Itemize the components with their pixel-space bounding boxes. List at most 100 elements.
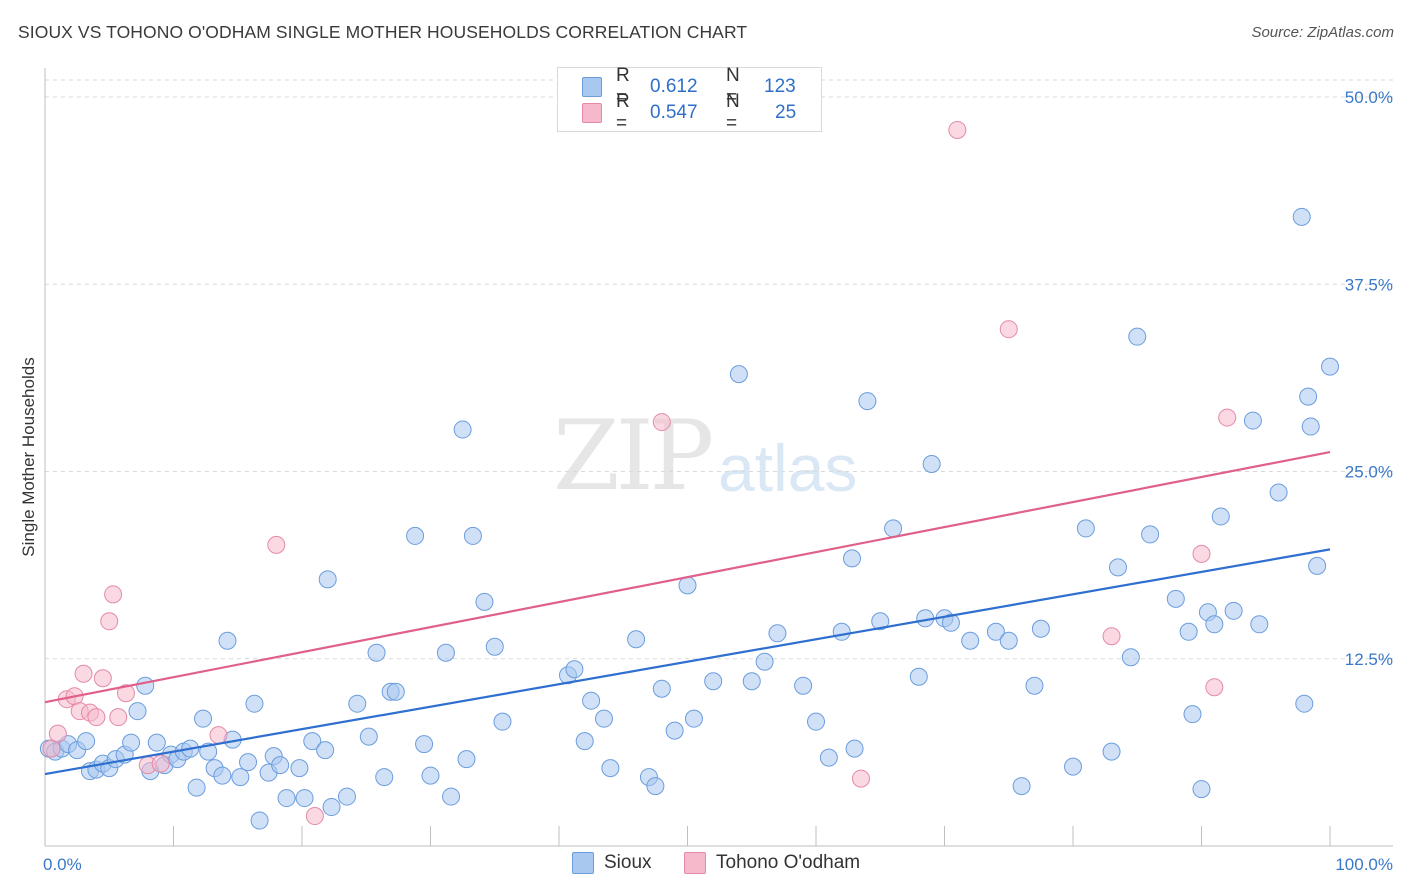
point-sioux	[359, 727, 378, 746]
point-sioux	[1025, 676, 1044, 695]
point-sioux	[755, 652, 774, 671]
point-tohono	[42, 739, 61, 758]
series-label-tohono: Tohono O'odham	[716, 852, 861, 873]
point-sioux	[565, 660, 584, 679]
point-sioux	[250, 811, 269, 830]
correlation-legend: R = 0.612 N = 123 R = 0.547 N = 25	[557, 65, 822, 134]
point-sioux	[194, 709, 213, 728]
point-sioux	[999, 631, 1018, 650]
point-sioux	[415, 735, 434, 754]
point-sioux	[1301, 417, 1320, 436]
point-sioux	[819, 748, 838, 767]
point-tohono	[48, 724, 67, 743]
legend-r-label: R =	[616, 65, 630, 108]
point-sioux	[1108, 558, 1127, 577]
point-tohono	[116, 684, 135, 703]
point-sioux	[1183, 705, 1202, 724]
point-sioux	[1121, 648, 1140, 667]
point-sioux	[463, 526, 482, 545]
legend-swatch-sioux	[582, 77, 602, 97]
point-tohono	[999, 320, 1018, 339]
point-sioux	[729, 365, 748, 384]
point-sioux	[1295, 694, 1314, 713]
point-sioux	[436, 643, 455, 662]
point-sioux	[316, 741, 335, 760]
legend-swatch-tohono	[582, 103, 602, 123]
point-tohono	[948, 120, 967, 139]
point-tohono	[100, 612, 119, 631]
point-sioux	[1211, 507, 1230, 526]
point-sioux	[845, 739, 864, 758]
point-sioux	[1031, 619, 1050, 638]
point-sioux	[807, 712, 825, 731]
point-tohono	[652, 413, 671, 432]
point-sioux	[147, 733, 166, 752]
point-sioux	[742, 672, 761, 691]
point-sioux	[652, 679, 671, 698]
point-sioux	[485, 637, 504, 656]
point-sioux	[1205, 615, 1224, 634]
point-sioux	[493, 712, 512, 731]
point-sioux	[1243, 411, 1262, 430]
point-sioux	[1064, 757, 1082, 776]
point-sioux	[245, 694, 264, 713]
y-tick-label: 12.5%	[1345, 650, 1393, 669]
point-sioux	[832, 622, 851, 641]
point-sioux	[627, 630, 646, 649]
point-sioux	[136, 676, 155, 695]
point-sioux	[678, 576, 697, 595]
point-sioux	[601, 759, 620, 778]
legend-r-value: 0.547	[650, 102, 698, 123]
trendline-tohono	[44, 450, 1331, 704]
point-sioux	[909, 667, 928, 686]
point-sioux	[1012, 777, 1031, 796]
point-tohono	[267, 535, 286, 554]
point-sioux	[1308, 556, 1327, 575]
series-swatch-sioux	[572, 852, 594, 874]
x-tick-label: 100.0%	[1335, 855, 1393, 874]
point-sioux	[128, 702, 147, 721]
point-sioux	[794, 676, 813, 695]
point-sioux	[1179, 622, 1198, 641]
point-sioux	[665, 721, 684, 740]
point-sioux	[922, 455, 941, 474]
trendline-sioux	[44, 548, 1331, 776]
point-sioux	[1141, 525, 1160, 544]
point-sioux	[386, 682, 405, 701]
point-sioux	[277, 789, 296, 808]
point-sioux	[453, 420, 472, 439]
point-tohono	[209, 726, 228, 745]
watermark-zip: ZIP	[553, 400, 714, 512]
point-sioux	[1321, 357, 1339, 376]
point-sioux	[348, 694, 367, 713]
point-sioux	[871, 612, 890, 631]
point-sioux	[406, 526, 425, 545]
point-sioux	[1102, 742, 1121, 761]
point-tohono	[151, 754, 170, 773]
x-tick-label: 0.0%	[43, 855, 82, 874]
point-sioux	[442, 787, 461, 806]
point-sioux	[218, 631, 237, 650]
point-sioux	[295, 789, 314, 808]
point-sioux	[986, 622, 1005, 641]
point-sioux	[646, 777, 665, 796]
point-sioux	[1292, 207, 1311, 226]
point-sioux	[1299, 387, 1318, 406]
point-tohono	[93, 669, 112, 688]
point-tohono	[74, 664, 93, 683]
point-sioux	[303, 732, 322, 751]
point-sioux	[704, 672, 723, 691]
series-legend-tohono: Tohono O'odham	[684, 852, 860, 874]
point-tohono	[1102, 627, 1121, 646]
point-tohono	[305, 807, 324, 826]
legend-r-value: 0.612	[650, 76, 698, 97]
series-legend-sioux: Sioux	[572, 852, 652, 874]
chart-source: Source: ZipAtlas.com	[1251, 24, 1394, 41]
point-tohono	[1192, 544, 1211, 563]
point-sioux	[475, 592, 494, 611]
point-sioux	[457, 750, 476, 769]
point-sioux	[231, 768, 250, 787]
point-sioux	[318, 570, 337, 589]
point-sioux	[1250, 615, 1269, 634]
